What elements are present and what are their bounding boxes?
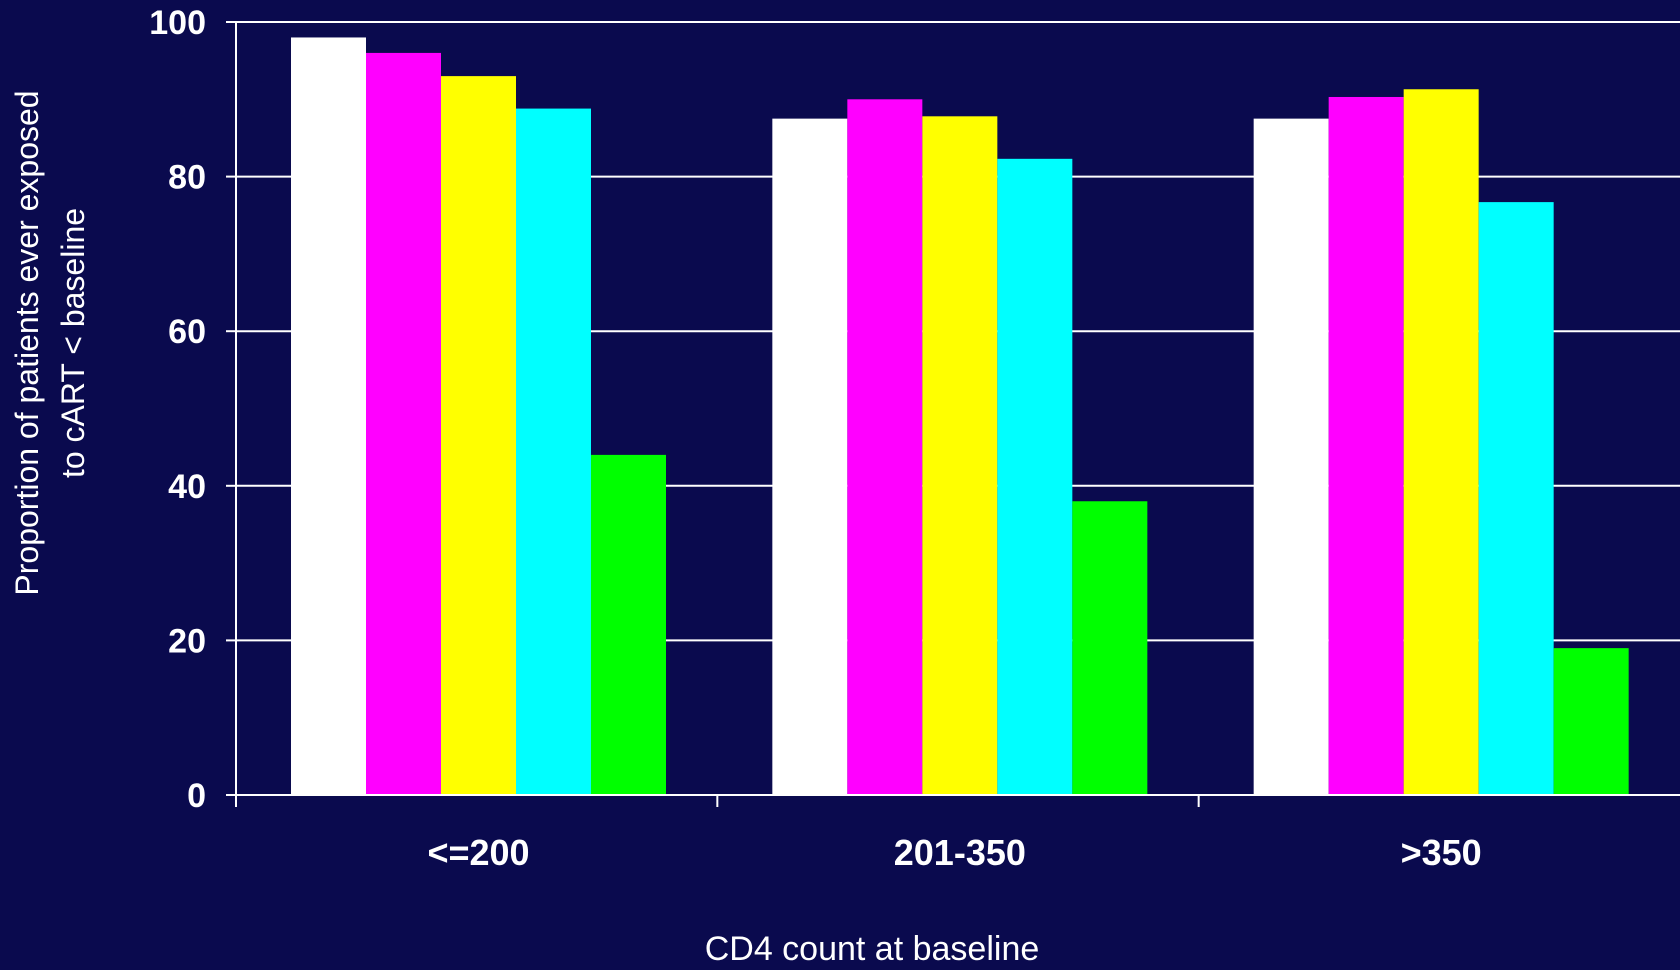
bar-<=200-series-2 [366, 52, 441, 796]
y-tick-label: 100 [149, 4, 206, 42]
y-axis-title-line-1: Proportion of patients ever exposed [9, 90, 45, 595]
bar->350-series-2 [1328, 96, 1404, 795]
y-tick-label: 0 [187, 777, 206, 815]
axes [235, 22, 1680, 807]
x-tick-labels: <=200 201-350 >350 [427, 832, 1481, 873]
bar->350-series-1 [1253, 118, 1329, 795]
bar->350-series-4 [1478, 202, 1554, 795]
bar->350-series-3 [1403, 89, 1479, 796]
bar-201-350-series-1 [772, 118, 848, 795]
bar-201-350-series-4 [997, 158, 1073, 796]
bar-<=200-series-3 [441, 76, 516, 796]
bar-201-350-series-2 [847, 99, 923, 796]
x-tick-label: >350 [1401, 832, 1482, 873]
bar-<=200-series-5 [591, 454, 666, 795]
bar-201-350-series-5 [1072, 501, 1148, 795]
x-tick-label: 201-350 [894, 832, 1026, 873]
bar-201-350-series-3 [922, 116, 998, 795]
bars [291, 37, 1629, 796]
y-tick-label: 60 [168, 313, 206, 351]
y-tick-labels: 0 20 40 60 80 100 [149, 4, 206, 815]
x-axis-title: CD4 count at baseline [705, 930, 1040, 968]
y-tick-label: 40 [168, 468, 206, 506]
bar-<=200-series-4 [516, 108, 591, 796]
y-tick-label: 80 [168, 159, 206, 197]
y-axis-title-line-2: to cART < baseline [55, 208, 91, 478]
x-tick-label: <=200 [427, 832, 529, 873]
bar->350-series-5 [1553, 648, 1629, 795]
y-tick-label: 20 [168, 622, 206, 660]
bar-<=200-series-1 [291, 37, 366, 795]
